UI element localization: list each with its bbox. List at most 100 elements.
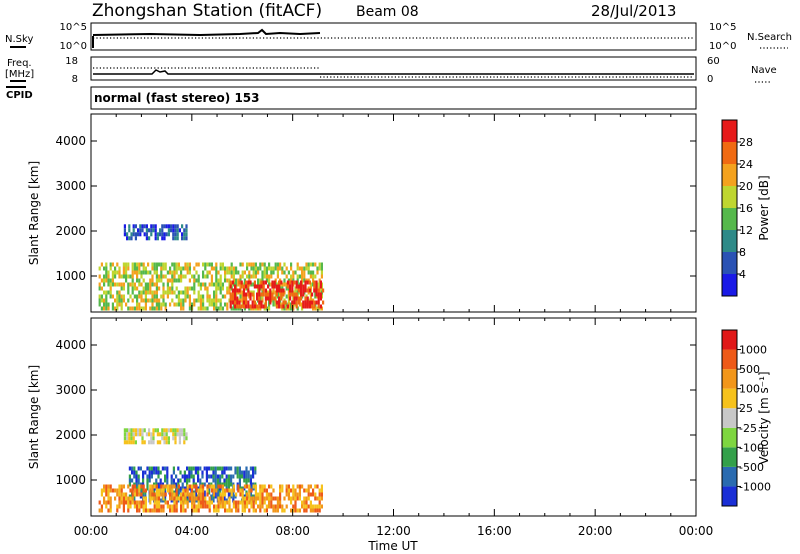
power-data-cell xyxy=(140,294,143,299)
velocity-data-cell xyxy=(287,492,290,497)
velocity-data-cell xyxy=(162,484,165,489)
power-data-cell xyxy=(182,298,185,303)
power-data-cell xyxy=(237,282,240,287)
power-data-cell xyxy=(172,224,175,229)
power-data-cell xyxy=(171,270,174,275)
power-colorbar-tick-label: 20 xyxy=(739,180,753,193)
power-data-cell xyxy=(251,304,254,309)
power-data-cell xyxy=(186,294,189,299)
power-data-cell xyxy=(170,224,173,229)
time-tick-label: 20:00 xyxy=(578,524,613,538)
velocity-data-cell xyxy=(298,496,301,501)
velocity-data-cell xyxy=(197,504,200,509)
power-data-cell xyxy=(149,278,152,283)
power-data-cell xyxy=(177,290,180,295)
power-data-cell xyxy=(243,270,246,275)
velocity-data-cell xyxy=(195,496,198,501)
power-data-cell xyxy=(258,304,261,309)
power-data-cell xyxy=(285,306,288,311)
velocity-data-cell xyxy=(141,440,144,445)
velocity-data-cell xyxy=(307,492,310,497)
velocity-data-cell xyxy=(151,484,154,489)
power-data-cell xyxy=(213,298,216,303)
power-data-cell xyxy=(258,300,261,305)
power-data-cell xyxy=(173,274,176,279)
velocity-data-cell xyxy=(318,504,321,509)
velocity-data-cell xyxy=(272,504,275,509)
velocity-data-cell xyxy=(192,466,195,471)
power-data-cell xyxy=(100,278,103,283)
velocity-data-cell xyxy=(148,440,151,445)
power-colorbar-cell xyxy=(722,120,737,142)
power-data-cell xyxy=(219,302,222,307)
velocity-data-cell xyxy=(100,492,103,497)
power-data-cell xyxy=(169,302,172,307)
power-data-cell xyxy=(282,292,285,297)
power-data-cell xyxy=(166,294,169,299)
power-data-cell xyxy=(147,290,150,295)
power-data-cell xyxy=(262,280,265,285)
power-data-cell xyxy=(162,262,165,267)
velocity-data-cell xyxy=(107,484,110,489)
velocity-data-cell xyxy=(107,488,110,493)
velocity-data-cell xyxy=(159,432,162,437)
power-data-cell xyxy=(134,236,137,241)
velocity-data-cell xyxy=(245,470,248,475)
velocity-data-cell xyxy=(197,500,200,505)
velocity-data-cell xyxy=(169,504,172,509)
power-data-cell xyxy=(164,262,167,267)
nsky-series-line xyxy=(92,28,321,37)
velocity-data-cell xyxy=(294,488,297,493)
power-data-cell xyxy=(172,228,175,233)
velocity-colorbar-tick-label: -500 xyxy=(739,461,764,474)
power-data-cell xyxy=(103,278,106,283)
velocity-data-cell xyxy=(318,500,321,505)
velocity-data-cell xyxy=(241,500,244,505)
power-data-cell xyxy=(210,262,213,267)
power-data-cell xyxy=(128,224,131,229)
power-data-cell xyxy=(219,290,222,295)
nsearch-label: N.Search xyxy=(747,32,792,43)
velocity-data-cell xyxy=(298,508,301,513)
power-data-cell xyxy=(279,266,282,271)
power-data-cell xyxy=(105,278,108,283)
power-data-cell xyxy=(296,262,299,267)
power-data-cell xyxy=(152,228,155,233)
power-data-cell xyxy=(144,270,147,275)
velocity-data-cell xyxy=(182,492,185,497)
power-data-cell xyxy=(122,270,125,275)
velocity-data-cell xyxy=(156,432,159,437)
power-data-cell xyxy=(247,304,250,309)
power-data-cell xyxy=(258,292,261,297)
velocity-data-cell xyxy=(199,500,202,505)
power-data-cell xyxy=(280,292,283,297)
velocity-data-cell xyxy=(131,496,134,501)
velocity-data-cell xyxy=(238,466,241,471)
time-tick-label: 08:00 xyxy=(275,524,310,538)
velocity-data-cell xyxy=(163,428,166,433)
power-data-cell xyxy=(120,274,123,279)
velocity-data-cell xyxy=(171,488,174,493)
power-data-cell xyxy=(239,262,242,267)
power-data-cell xyxy=(107,290,110,295)
power-data-cell xyxy=(313,300,316,305)
power-data-cell xyxy=(287,270,290,275)
velocity-data-cell xyxy=(199,504,202,509)
power-data-cell xyxy=(136,294,139,299)
power-data-cell xyxy=(224,270,227,275)
power-data-cell xyxy=(215,282,218,287)
velocity-data-cell xyxy=(188,474,191,479)
power-data-cell xyxy=(268,302,271,307)
velocity-data-cell xyxy=(185,436,188,441)
power-data-cell xyxy=(118,294,121,299)
power-data-cell xyxy=(320,274,323,279)
power-data-cell xyxy=(276,262,279,267)
velocity-data-cell xyxy=(307,504,310,509)
velocity-data-cell xyxy=(180,500,183,505)
power-data-cell xyxy=(131,290,134,295)
velocity-data-cell xyxy=(175,482,178,487)
velocity-data-cell xyxy=(118,500,121,505)
power-data-cell xyxy=(318,262,321,267)
power-data-cell xyxy=(253,284,256,289)
